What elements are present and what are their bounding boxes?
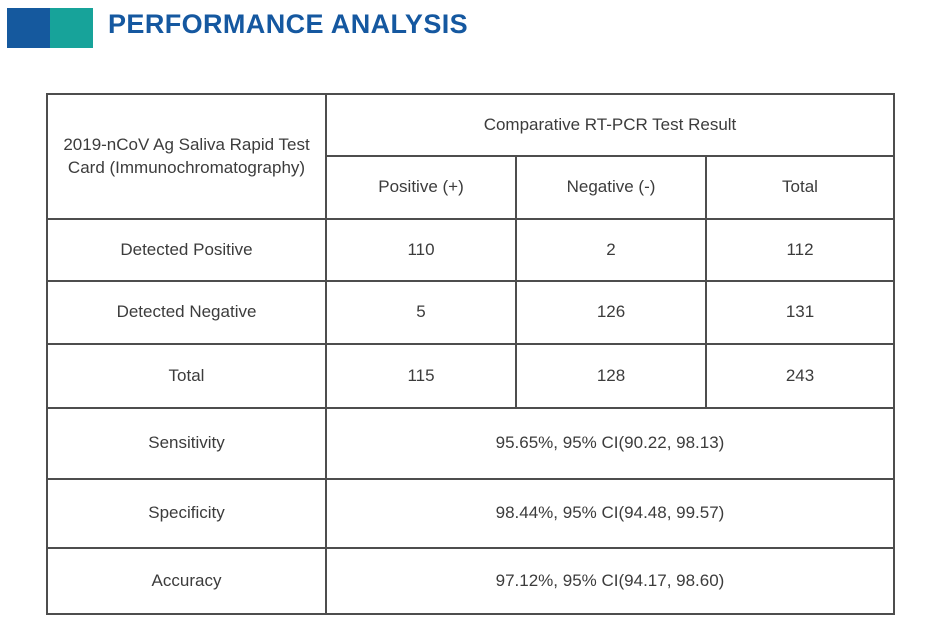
table-row-column-headers: Positive (+) Negative (-) Total xyxy=(47,155,895,220)
table-row-detected-negative: Detected Negative 5 126 131 xyxy=(46,280,895,345)
logo-blue-square xyxy=(7,8,50,48)
cell-value: 5 xyxy=(325,280,517,345)
table-row-accuracy: Accuracy 97.12%, 95% CI(94.17, 98.60) xyxy=(46,547,895,615)
cell-value: 128 xyxy=(515,343,707,409)
brand-logo xyxy=(7,8,93,48)
cell-value: 112 xyxy=(705,218,895,282)
stat-label: Sensitivity xyxy=(46,407,327,480)
table-row-detected-positive: Detected Positive 110 2 112 xyxy=(46,218,895,282)
row-label: Detected Positive xyxy=(46,218,327,282)
cell-value: 131 xyxy=(705,280,895,345)
stat-value: 98.44%, 95% CI(94.48, 99.57) xyxy=(325,478,895,549)
cell-value: 126 xyxy=(515,280,707,345)
table-row-sensitivity: Sensitivity 95.65%, 95% CI(90.22, 98.13) xyxy=(46,407,895,480)
row-header-cell: 2019-nCoV Ag Saliva Rapid Test Card (Imm… xyxy=(46,93,327,220)
stat-label: Specificity xyxy=(46,478,327,549)
row-label: Detected Negative xyxy=(46,280,327,345)
stat-value: 95.65%, 95% CI(90.22, 98.13) xyxy=(325,407,895,480)
page-title: PERFORMANCE ANALYSIS xyxy=(108,9,469,39)
table-row-specificity: Specificity 98.44%, 95% CI(94.48, 99.57) xyxy=(46,478,895,549)
cell-value: 110 xyxy=(325,218,517,282)
performance-analysis-table: 2019-nCoV Ag Saliva Rapid Test Card (Imm… xyxy=(46,93,895,615)
logo-teal-square xyxy=(50,8,93,48)
table-row-group-header: 2019-nCoV Ag Saliva Rapid Test Card (Imm… xyxy=(46,93,895,220)
cell-value: 2 xyxy=(515,218,707,282)
column-group-header-cell: Comparative RT-PCR Test Result xyxy=(325,93,895,157)
column-header-positive: Positive (+) xyxy=(325,155,517,220)
cell-value: 115 xyxy=(325,343,517,409)
row-label: Total xyxy=(46,343,327,409)
cell-value: 243 xyxy=(705,343,895,409)
stat-label: Accuracy xyxy=(46,547,327,615)
column-header-total: Total xyxy=(705,155,895,220)
stat-value: 97.12%, 95% CI(94.17, 98.60) xyxy=(325,547,895,615)
table-row-total: Total 115 128 243 xyxy=(46,343,895,409)
column-header-negative: Negative (-) xyxy=(515,155,707,220)
